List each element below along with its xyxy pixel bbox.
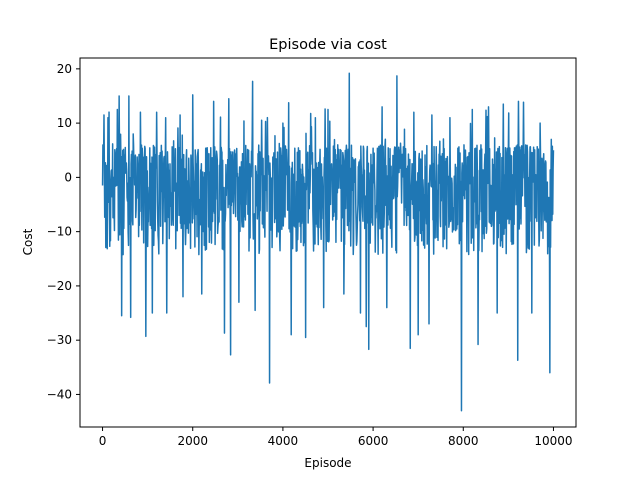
y-tick-label: −40 [47, 387, 72, 401]
y-tick-label: 0 [64, 170, 72, 184]
y-tick-label: 10 [57, 116, 72, 130]
axes-frame [79, 57, 577, 428]
x-tick-label: 6000 [358, 434, 389, 448]
x-tick-label: 8000 [448, 434, 479, 448]
x-axis-label: Episode [304, 456, 351, 470]
y-tick-label: −20 [47, 279, 72, 293]
y-tick-label: −30 [47, 333, 72, 347]
chart-title: Episode via cost [269, 37, 387, 53]
x-tick-label: 0 [99, 434, 107, 448]
axis-ticks: 0 2000 4000 6000 8000 10000 −40 −30 −20 −10 0 10 20 [47, 62, 573, 448]
y-axis-label: Cost [21, 228, 35, 255]
plot-area [101, 72, 555, 412]
x-tick-label: 2000 [177, 434, 208, 448]
y-tick-label: −10 [47, 225, 72, 239]
y-tick-label: 20 [57, 62, 72, 76]
x-tick-label: 10000 [534, 434, 572, 448]
cost-series-line [101, 72, 555, 412]
x-tick-label: 4000 [268, 434, 299, 448]
